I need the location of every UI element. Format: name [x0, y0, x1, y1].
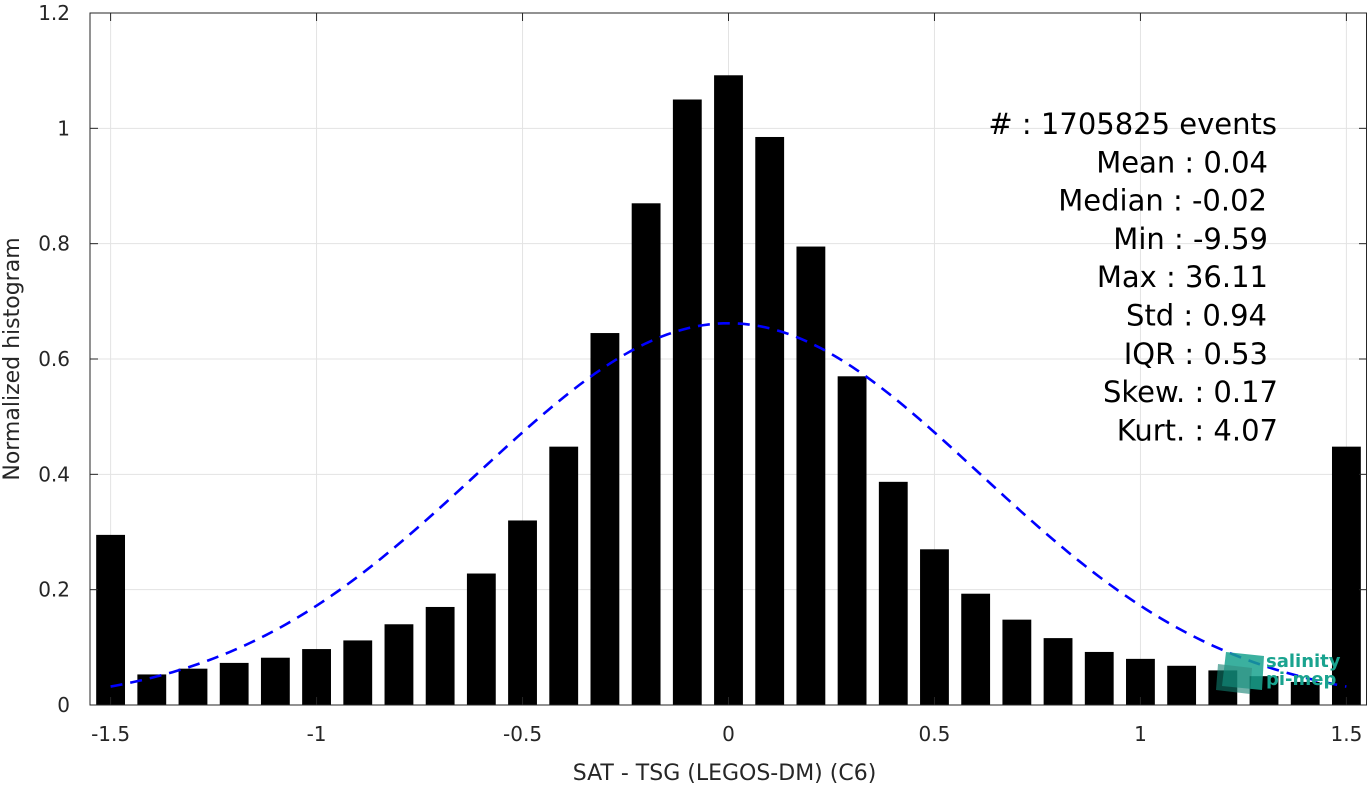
- histogram-bar: [920, 549, 949, 705]
- y-axis-label: Normalized histogram: [0, 237, 25, 480]
- histogram-bar: [1043, 638, 1073, 705]
- x-tick-label: 1: [1134, 722, 1147, 746]
- stats-line: Skew. : 0.17: [1103, 375, 1278, 409]
- x-tick-label: 0: [722, 722, 735, 746]
- stats-line: Mean : 0.04: [1096, 145, 1268, 179]
- histogram-bar: [878, 481, 908, 705]
- gaussian-fit-curve: [110, 321, 1347, 688]
- histogram-bar: [755, 136, 785, 705]
- y-axis-ticks: 0 0.2 0.4 0.6 0.8 1 1.2: [38, 1, 1367, 717]
- y-tick-label: 0.8: [38, 232, 70, 256]
- y-tick-label: 0: [57, 693, 70, 717]
- histogram-bar: [137, 674, 167, 705]
- histogram-bar: [1290, 681, 1320, 705]
- x-axis-label: SAT - TSG (LEGOS-DM) (C6): [573, 761, 877, 785]
- histogram-bar: [1084, 651, 1114, 705]
- histogram-bar: [1002, 619, 1032, 705]
- x-tick-label: -1: [307, 722, 327, 746]
- x-tick-label: -0.5: [503, 722, 542, 746]
- histogram-bars: [96, 75, 1361, 706]
- stats-line: # : 1705825 events: [988, 107, 1277, 141]
- logo-line-pimep: pi-mep: [1266, 669, 1336, 690]
- x-tick-label: 0.5: [919, 722, 951, 746]
- histogram-bar: [837, 376, 867, 705]
- histogram-bar: [466, 573, 496, 705]
- y-tick-label: 1: [57, 116, 70, 140]
- x-axis-ticks: -1.5 -1 -0.5 0 0.5 1 1.5: [91, 13, 1362, 746]
- stats-line: IQR : 0.53: [1124, 337, 1268, 371]
- stats-line: Min : -9.59: [1113, 222, 1268, 256]
- y-tick-label: 0.4: [38, 462, 70, 486]
- y-tick-label: 0.6: [38, 347, 70, 371]
- histogram-bar: [302, 649, 331, 705]
- histogram-bar: [260, 657, 290, 705]
- histogram-bar: [631, 203, 661, 706]
- stats-line: Median : -0.02: [1058, 184, 1267, 218]
- histogram-bar: [549, 446, 579, 705]
- histogram-bar: [796, 246, 826, 706]
- stats-line: Kurt. : 4.07: [1117, 413, 1278, 447]
- histogram-bar: [1331, 446, 1361, 705]
- histogram-bar: [961, 593, 991, 705]
- x-tick-label: -1.5: [91, 722, 130, 746]
- histogram-bar: [178, 668, 208, 705]
- stats-annotation: # : 1705825 events Mean : 0.04 Median : -0…: [988, 107, 1278, 447]
- histogram-bar: [590, 333, 620, 705]
- histogram-bar: [508, 520, 537, 705]
- histogram-bar: [1167, 665, 1197, 705]
- y-tick-label: 0.2: [38, 578, 70, 602]
- histogram-bar: [343, 640, 373, 705]
- pimep-logo-icon: [1216, 652, 1264, 694]
- salinity-pimep-logo: salinity pi-mep: [1216, 651, 1341, 694]
- logo-line-salinity: salinity: [1266, 651, 1341, 672]
- histogram-bar: [714, 75, 743, 705]
- y-tick-label: 1.2: [38, 1, 70, 25]
- x-tick-label: 1.5: [1330, 722, 1362, 746]
- histogram-bar: [219, 662, 249, 705]
- stats-line: Std : 0.94: [1126, 299, 1267, 333]
- histogram-bar: [384, 624, 414, 705]
- stats-line: Max : 36.11: [1097, 260, 1268, 294]
- histogram-bar: [425, 606, 455, 705]
- histogram-bar: [672, 99, 702, 705]
- histogram-bar: [96, 534, 126, 705]
